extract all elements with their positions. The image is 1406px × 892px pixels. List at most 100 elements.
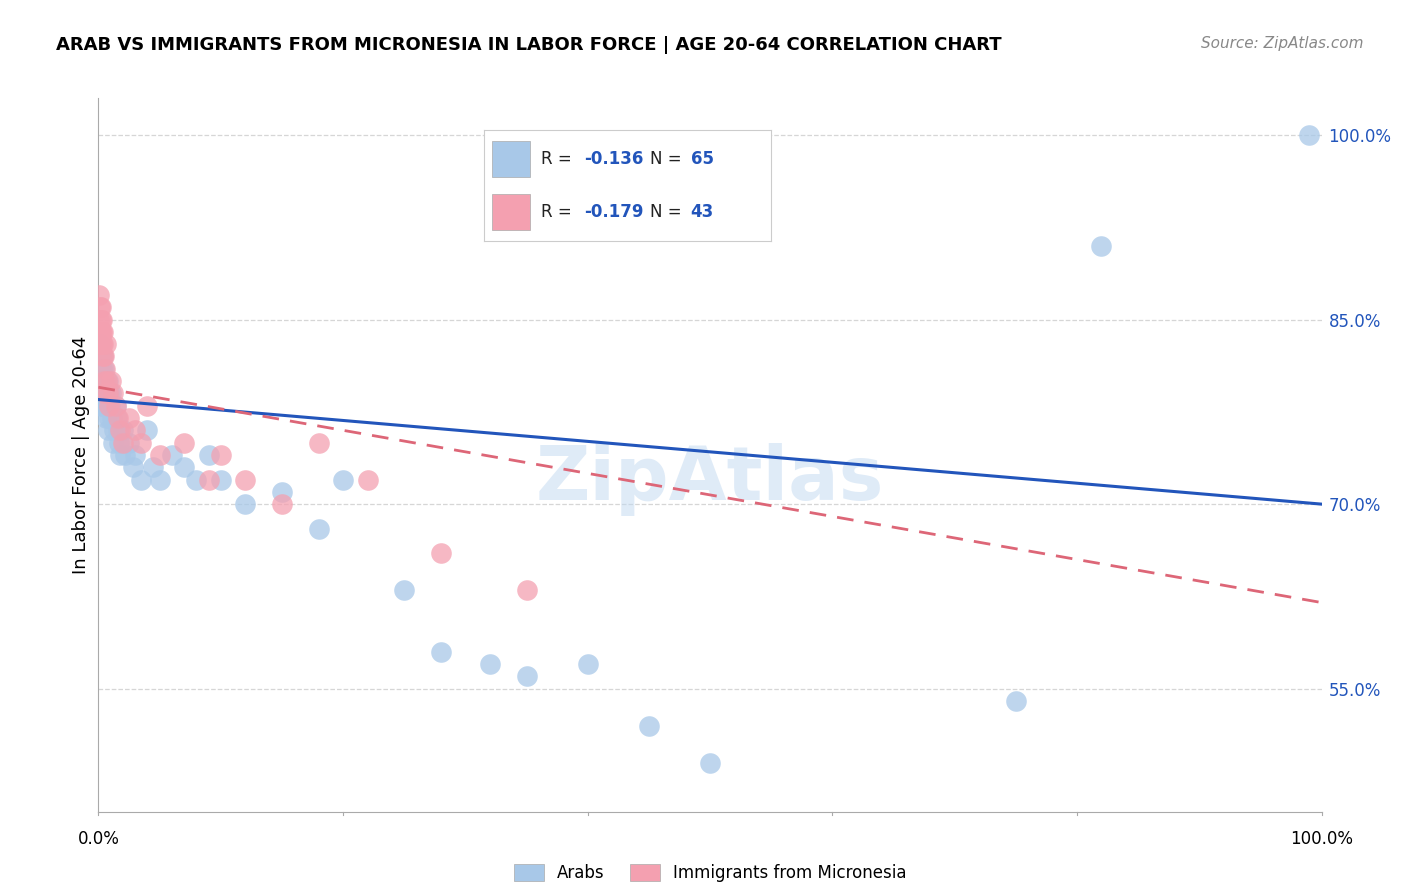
Point xyxy=(270,497,294,511)
Point xyxy=(93,386,115,401)
Point xyxy=(233,497,256,511)
Text: ZipAtlas: ZipAtlas xyxy=(536,443,884,516)
Point xyxy=(124,448,146,462)
Point xyxy=(103,423,125,437)
Point xyxy=(129,435,152,450)
Point xyxy=(478,657,501,671)
Point xyxy=(114,448,136,462)
Point xyxy=(100,386,122,401)
Text: R =: R = xyxy=(541,203,578,221)
Point xyxy=(97,423,120,437)
Point xyxy=(129,473,152,487)
Point xyxy=(105,411,128,425)
Point xyxy=(136,423,159,437)
Point xyxy=(91,325,114,339)
Point xyxy=(118,435,141,450)
Point xyxy=(104,399,127,413)
Point xyxy=(430,546,453,560)
Point xyxy=(90,350,112,364)
Point xyxy=(136,399,159,413)
Point xyxy=(110,448,132,462)
Point xyxy=(91,337,114,351)
Text: 43: 43 xyxy=(690,203,714,221)
Point xyxy=(87,374,110,388)
Point xyxy=(87,288,110,302)
Point xyxy=(90,374,112,388)
Point xyxy=(1004,694,1026,708)
Point xyxy=(97,386,120,401)
Point xyxy=(100,374,122,388)
Point xyxy=(89,361,111,376)
Point xyxy=(97,386,120,401)
Y-axis label: In Labor Force | Age 20-64: In Labor Force | Age 20-64 xyxy=(72,335,90,574)
Point xyxy=(142,460,165,475)
Point xyxy=(93,350,115,364)
Point xyxy=(107,423,129,437)
Point xyxy=(108,435,131,450)
Point xyxy=(308,435,330,450)
Point xyxy=(89,337,111,351)
Text: 0.0%: 0.0% xyxy=(77,830,120,848)
Point xyxy=(94,386,117,401)
Point xyxy=(89,300,111,314)
Point xyxy=(209,473,232,487)
Point xyxy=(91,374,114,388)
FancyBboxPatch shape xyxy=(492,194,530,230)
Point xyxy=(160,448,183,462)
Point xyxy=(89,337,111,351)
Point xyxy=(90,374,112,388)
Point xyxy=(93,399,115,413)
Point xyxy=(186,473,208,487)
Point xyxy=(91,386,114,401)
Point xyxy=(118,411,141,425)
Text: -0.179: -0.179 xyxy=(585,203,644,221)
Point xyxy=(101,435,124,450)
Text: Source: ZipAtlas.com: Source: ZipAtlas.com xyxy=(1201,36,1364,51)
Point xyxy=(107,411,129,425)
Point xyxy=(98,411,121,425)
Text: ARAB VS IMMIGRANTS FROM MICRONESIA IN LABOR FORCE | AGE 20-64 CORRELATION CHART: ARAB VS IMMIGRANTS FROM MICRONESIA IN LA… xyxy=(56,36,1002,54)
Point xyxy=(90,312,112,326)
Text: 100.0%: 100.0% xyxy=(1291,830,1353,848)
Point xyxy=(101,386,124,401)
Point xyxy=(197,473,219,487)
Point xyxy=(91,361,114,376)
Point xyxy=(270,484,294,499)
Point xyxy=(94,411,117,425)
Point xyxy=(699,756,721,770)
Point xyxy=(89,386,111,401)
Point xyxy=(197,448,219,462)
Point xyxy=(90,300,112,314)
Point xyxy=(91,337,114,351)
Point xyxy=(91,312,114,326)
Text: -0.136: -0.136 xyxy=(585,150,644,168)
Point xyxy=(638,718,661,732)
Point xyxy=(90,399,112,413)
Point xyxy=(98,399,121,413)
Point xyxy=(516,583,538,598)
Point xyxy=(173,435,195,450)
Point xyxy=(101,411,124,425)
Point xyxy=(516,669,538,683)
Point xyxy=(173,460,195,475)
Point xyxy=(576,657,599,671)
Point xyxy=(430,645,453,659)
Point xyxy=(1090,239,1112,253)
Point xyxy=(90,386,112,401)
Point xyxy=(91,350,114,364)
Point xyxy=(392,583,416,598)
Point xyxy=(90,325,112,339)
Point xyxy=(91,350,114,364)
Point xyxy=(94,374,117,388)
Point xyxy=(209,448,232,462)
Point xyxy=(94,337,117,351)
Point xyxy=(89,350,111,364)
Point xyxy=(93,374,115,388)
Point xyxy=(111,435,134,450)
Point xyxy=(96,399,118,413)
Point xyxy=(89,312,111,326)
Point xyxy=(93,361,115,376)
Point xyxy=(93,374,115,388)
Point xyxy=(104,399,127,413)
Point xyxy=(149,473,172,487)
